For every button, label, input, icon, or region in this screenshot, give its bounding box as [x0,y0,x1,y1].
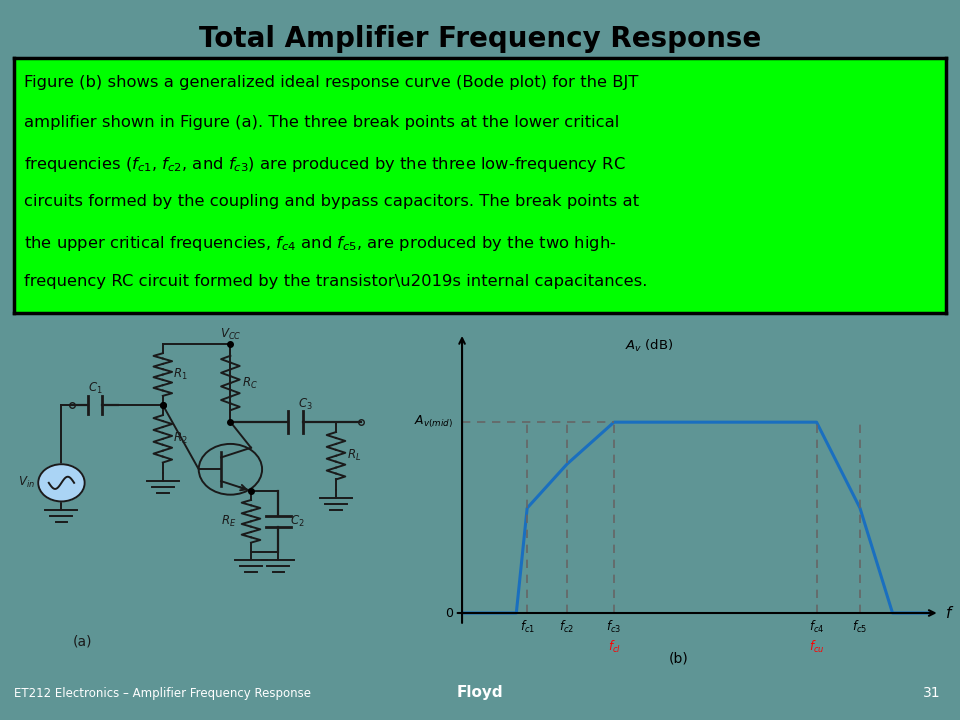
Text: $V_{CC}$: $V_{CC}$ [220,328,241,343]
Text: $R_2$: $R_2$ [174,431,188,446]
Text: Figure (b) shows a generalized ideal response curve (Bode plot) for the BJT: Figure (b) shows a generalized ideal res… [24,76,638,91]
Text: $C_2$: $C_2$ [290,514,305,529]
Text: 0: 0 [445,606,453,619]
Text: $R_C$: $R_C$ [242,375,258,390]
Text: 31: 31 [924,686,941,700]
Text: $R_1$: $R_1$ [174,367,188,382]
Text: $R_L$: $R_L$ [347,449,361,463]
Text: $f$: $f$ [945,605,954,621]
Text: $R_E$: $R_E$ [221,514,236,529]
Text: Floyd: Floyd [457,685,503,701]
Text: $V_{in}$: $V_{in}$ [18,475,35,490]
Text: $f_{c4}$: $f_{c4}$ [809,619,825,636]
Text: $f_{cl}$: $f_{cl}$ [608,639,620,654]
Text: circuits formed by the coupling and bypass capacitors. The break points at: circuits formed by the coupling and bypa… [24,194,638,210]
Text: (a): (a) [73,634,92,649]
Text: the upper critical frequencies, $f_{c4}$ and $f_{c5}$, are produced by the two h: the upper critical frequencies, $f_{c4}$… [24,234,616,253]
Text: Total Amplifier Frequency Response: Total Amplifier Frequency Response [199,25,761,53]
Text: (b): (b) [669,651,689,665]
Text: amplifier shown in Figure (a). The three break points at the lower critical: amplifier shown in Figure (a). The three… [24,115,619,130]
Text: ET212 Electronics – Amplifier Frequency Response: ET212 Electronics – Amplifier Frequency … [14,686,311,700]
Text: $C_1$: $C_1$ [88,380,103,395]
Text: $f_{c5}$: $f_{c5}$ [852,619,868,636]
Text: $f_{cu}$: $f_{cu}$ [808,639,825,654]
Circle shape [38,464,84,501]
Text: $C_3$: $C_3$ [298,397,313,413]
Text: frequencies ($f_{c1}$, $f_{c2}$, and $f_{c3}$) are produced by the three low-fre: frequencies ($f_{c1}$, $f_{c2}$, and $f_… [24,155,626,174]
Text: $f_{c2}$: $f_{c2}$ [560,619,574,636]
Text: $A_v$ (dB): $A_v$ (dB) [625,338,673,354]
Text: frequency RC circuit formed by the transistor\u2019s internal capacitances.: frequency RC circuit formed by the trans… [24,274,647,289]
Text: $f_{c3}$: $f_{c3}$ [607,619,621,636]
Text: $A_{v(mid)}$: $A_{v(mid)}$ [414,414,453,431]
Text: $f_{c1}$: $f_{c1}$ [519,619,535,636]
